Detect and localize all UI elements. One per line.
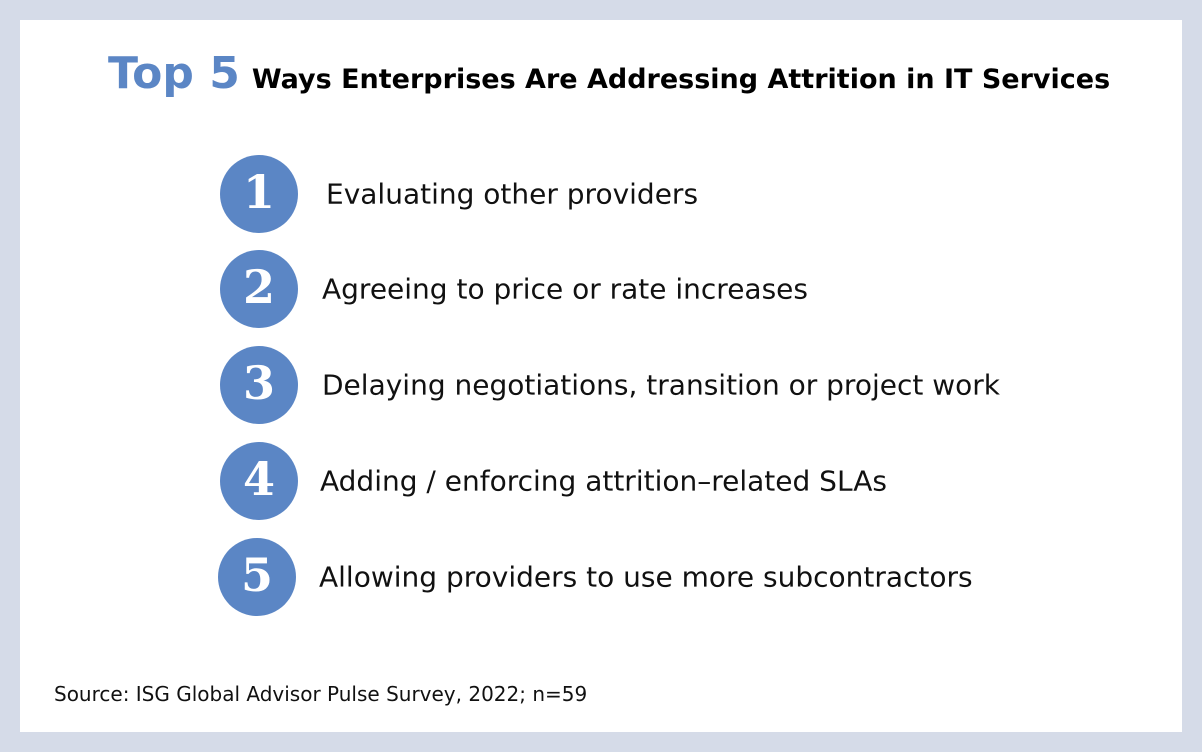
item-text: Agreeing to price or rate increases [322, 272, 808, 306]
number-badges: 1 2 3 4 5 [218, 155, 298, 616]
item-text: Allowing providers to use more subcontra… [319, 560, 973, 594]
item-text: Delaying negotiations, transition or pro… [322, 368, 1000, 402]
item-text: Adding / enforcing attrition–related SLA… [320, 464, 887, 498]
item-number: 5 [241, 548, 273, 602]
number-badge [218, 538, 296, 616]
title-highlight: Top 5 [108, 48, 240, 99]
item-number: 4 [243, 452, 275, 506]
number-badge [220, 442, 298, 520]
item-text: Evaluating other providers [326, 177, 699, 211]
title: Top 5 Ways Enterprises Are Addressing Att… [108, 48, 1110, 99]
number-badge [220, 346, 298, 424]
number-badge [220, 155, 298, 233]
title-text: Ways Enterprises Are Addressing Attritio… [251, 64, 1111, 95]
card: Top 5 Ways Enterprises Are Addressing Att… [20, 20, 1182, 732]
source-note: Source: ISG Global Advisor Pulse Survey,… [54, 682, 588, 706]
item-number: 2 [243, 260, 275, 314]
item-number: 1 [243, 165, 275, 219]
number-badge [220, 250, 298, 328]
item-number: 3 [243, 356, 275, 410]
